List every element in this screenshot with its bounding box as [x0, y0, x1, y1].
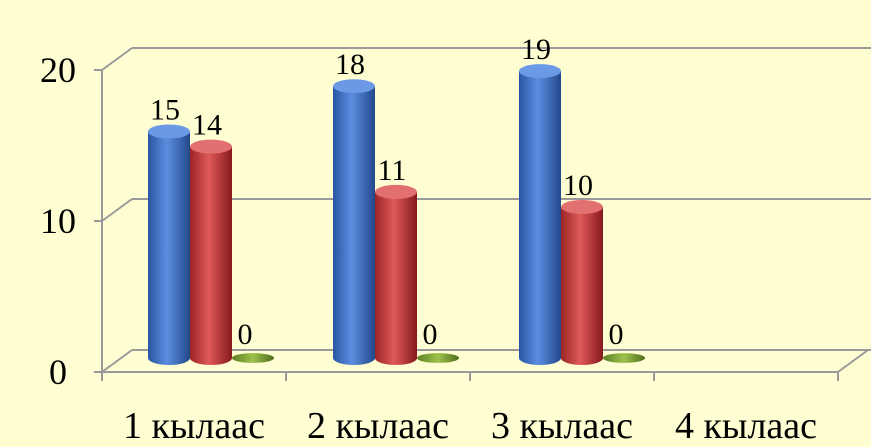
bar-top: [333, 79, 375, 94]
y-tick-label: 0: [49, 352, 67, 392]
bar-series-2: [190, 139, 232, 365]
bar-series-1: [333, 79, 375, 365]
bar-top: [561, 200, 603, 214]
y-tick-label: 20: [40, 50, 76, 90]
bar-body: [333, 86, 375, 365]
x-tick-label: 2 кылаас: [307, 405, 449, 447]
data-label: 10: [563, 169, 593, 202]
data-label: 14: [192, 109, 222, 142]
floor-right-edge: [837, 349, 869, 373]
bar-body: [561, 207, 603, 365]
x-tick-label: 3 кылаас: [491, 405, 633, 447]
bar-top: [148, 124, 190, 139]
data-label: 0: [609, 318, 624, 351]
bar-body: [519, 71, 561, 365]
y-tick-label: 10: [40, 201, 76, 241]
x-tick-label: 1 кылаас: [123, 405, 265, 447]
bar-top: [519, 64, 561, 79]
bar-body: [148, 131, 190, 365]
bar-series-3: [232, 353, 274, 363]
bar-series-2: [561, 200, 603, 365]
data-label: 15: [150, 94, 180, 127]
bar-series-3: [603, 353, 645, 363]
data-label: 0: [423, 318, 438, 351]
bar-flat: [232, 353, 274, 363]
gridline-diagonal: [101, 198, 133, 222]
bar-flat: [417, 353, 459, 363]
bar-series-1: [519, 64, 561, 365]
bar-body: [190, 146, 232, 365]
bar-series-1: [148, 124, 190, 365]
data-label: 19: [521, 33, 551, 66]
data-label: 0: [238, 318, 253, 351]
bar-top: [190, 139, 232, 154]
bar-series-3: [417, 353, 459, 363]
floor-left-edge: [101, 349, 133, 373]
gridline-diagonal: [101, 47, 133, 71]
bar-body: [375, 191, 417, 365]
data-label: 18: [335, 48, 365, 81]
bar-series-2: [375, 184, 417, 365]
bar-flat: [603, 353, 645, 363]
bar-top: [375, 184, 417, 199]
x-tick-label: 4 кылаас: [675, 405, 817, 447]
data-label: 11: [378, 154, 407, 187]
